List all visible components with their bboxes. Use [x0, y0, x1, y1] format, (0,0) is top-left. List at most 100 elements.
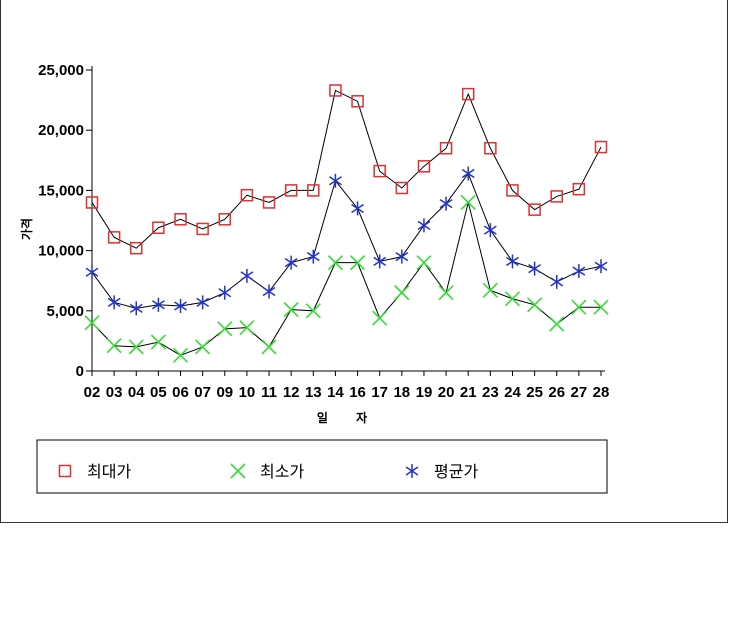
y-tick-label: 25,000 — [38, 62, 84, 79]
x-tick-label: 02 — [84, 384, 101, 401]
data-point — [394, 285, 410, 301]
data-point — [262, 196, 276, 209]
data-point — [284, 255, 298, 270]
data-point — [239, 320, 255, 336]
data-point — [416, 255, 432, 271]
x-tick-label: 06 — [172, 384, 189, 401]
x-tick-label: 13 — [305, 384, 322, 401]
x-tick-label: 27 — [571, 384, 588, 401]
series-3 — [85, 166, 608, 316]
x-tick-label: 19 — [416, 384, 433, 401]
x-tick-label: 17 — [371, 384, 388, 401]
x-tick-label: 11 — [261, 384, 277, 401]
data-point — [107, 295, 121, 310]
legend-box — [36, 439, 608, 494]
legend-item: 최대가 — [58, 462, 131, 481]
data-point — [395, 181, 409, 195]
data-point — [439, 196, 453, 211]
data-point — [461, 87, 475, 101]
data-point — [483, 223, 497, 238]
data-point — [217, 321, 233, 337]
data-point — [572, 264, 586, 279]
data-point — [417, 218, 431, 233]
data-point — [106, 338, 122, 354]
data-point — [307, 184, 320, 197]
data-point — [218, 213, 232, 226]
data-point — [152, 221, 165, 234]
y-tick-label: 15,000 — [38, 182, 84, 199]
series-line — [91, 89, 602, 249]
data-point — [549, 316, 565, 332]
x-tick-label: 07 — [194, 384, 211, 401]
series-layer — [84, 84, 609, 363]
legend-marker — [58, 464, 72, 478]
data-point — [151, 297, 165, 312]
data-point — [438, 285, 454, 301]
y-tick-label: 10,000 — [38, 243, 84, 260]
legend-item: 평균가 — [405, 462, 478, 481]
data-point — [150, 334, 166, 350]
x-tick-label: 14 — [327, 384, 344, 401]
y-tick-label: 5,000 — [46, 303, 84, 320]
data-point — [593, 299, 609, 315]
legend-marker — [405, 464, 419, 478]
legend-label: 최대가 — [87, 462, 131, 481]
data-point — [85, 196, 99, 209]
x-tick-label: 23 — [482, 384, 499, 401]
series-line — [91, 172, 602, 309]
data-point — [172, 347, 189, 363]
data-point — [240, 268, 254, 283]
data-point — [550, 190, 563, 203]
data-point — [373, 164, 386, 178]
data-point — [550, 274, 564, 289]
x-tick-label: 20 — [438, 384, 455, 401]
x-tick-label: 24 — [504, 384, 521, 401]
x-tick-label: 04 — [128, 384, 145, 401]
data-point — [373, 254, 387, 269]
data-point — [461, 166, 475, 181]
x-tick-label: 18 — [393, 384, 410, 401]
data-point — [284, 184, 298, 197]
data-point — [594, 259, 608, 274]
data-point — [506, 184, 519, 197]
y-tick-label: 20,000 — [38, 122, 84, 139]
data-point — [107, 231, 121, 244]
x-tick-label: 25 — [526, 384, 543, 401]
data-point — [306, 249, 320, 264]
data-point — [527, 297, 543, 313]
data-point — [195, 339, 211, 355]
data-point — [305, 303, 321, 319]
legend-item: 최소가 — [230, 462, 304, 481]
data-point — [372, 310, 388, 326]
legend-label: 평균가 — [434, 462, 478, 481]
data-point — [417, 160, 431, 173]
legend-label: 최소가 — [260, 462, 304, 481]
x-axis-title: 일 자 — [317, 410, 379, 425]
data-point — [262, 284, 276, 299]
data-point — [572, 182, 586, 196]
data-point — [174, 298, 187, 313]
chart-frame — [0, 0, 728, 523]
data-point — [594, 140, 608, 154]
data-point — [571, 299, 587, 315]
x-tick-label: 03 — [106, 384, 123, 401]
y-axis-title: 가격 — [19, 218, 34, 240]
data-point — [351, 201, 364, 216]
legend-marker — [230, 463, 246, 479]
data-point — [329, 173, 342, 188]
y-tick-labels: 0 5,000 10,000 15,000 20,000 25,000 — [38, 62, 84, 380]
data-point — [327, 255, 344, 271]
data-point — [261, 339, 277, 355]
x-tick-labels: 02 03 04 05 06 07 09 10 11 12 13 14 16 17 18 19 20 21 23 24… — [84, 384, 610, 401]
series-line — [91, 202, 601, 356]
data-point — [351, 95, 364, 108]
data-point — [218, 285, 232, 300]
data-point — [283, 302, 299, 318]
data-point — [84, 315, 100, 331]
data-point — [528, 261, 542, 276]
data-point — [395, 249, 409, 264]
x-tick-label: 21 — [460, 384, 477, 401]
data-point — [482, 282, 498, 298]
x-tick-label: 12 — [283, 384, 300, 401]
